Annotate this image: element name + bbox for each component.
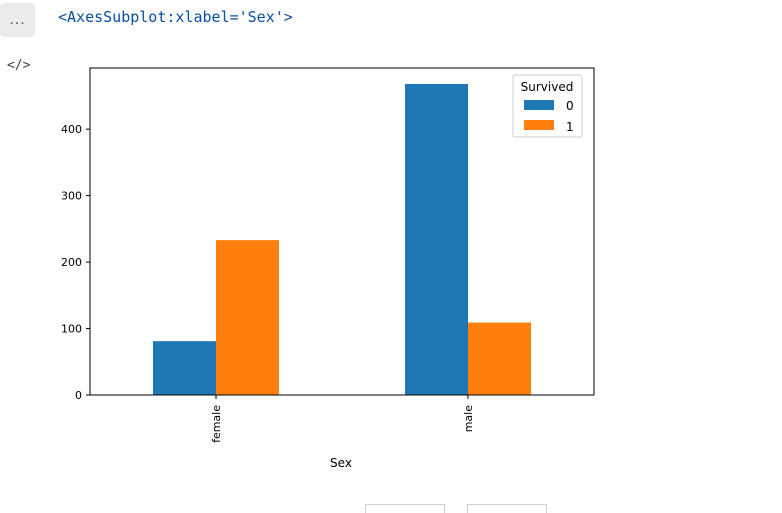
y-tick-label: 100 — [61, 323, 82, 336]
code-icon[interactable]: </> — [7, 58, 31, 73]
x-axis-label: Sex — [330, 456, 352, 470]
cell-more-button[interactable]: ... — [0, 3, 35, 37]
bar-male-series-0 — [405, 83, 468, 395]
y-tick-label: 200 — [61, 256, 82, 269]
legend-label-0: 0 — [566, 99, 574, 113]
y-tick-label: 400 — [61, 123, 82, 136]
output-text: <AxesSubplot:xlabel='Sex'> — [58, 8, 293, 26]
y-tick-label: 0 — [75, 389, 82, 402]
legend: Survived 0 1 — [512, 74, 583, 138]
bar-female-series-0 — [153, 341, 216, 395]
bar-male-series-1 — [468, 322, 531, 395]
legend-label-1: 1 — [566, 120, 574, 134]
y-tick-label: 300 — [61, 190, 82, 203]
bar-female-series-1 — [216, 240, 279, 395]
legend-swatch-0 — [524, 100, 554, 110]
x-tick-label: female — [210, 405, 223, 443]
x-tick-label: male — [462, 405, 475, 433]
legend-swatch-1 — [524, 120, 554, 130]
legend-title: Survived — [521, 80, 574, 94]
plot-frame — [89, 67, 595, 396]
